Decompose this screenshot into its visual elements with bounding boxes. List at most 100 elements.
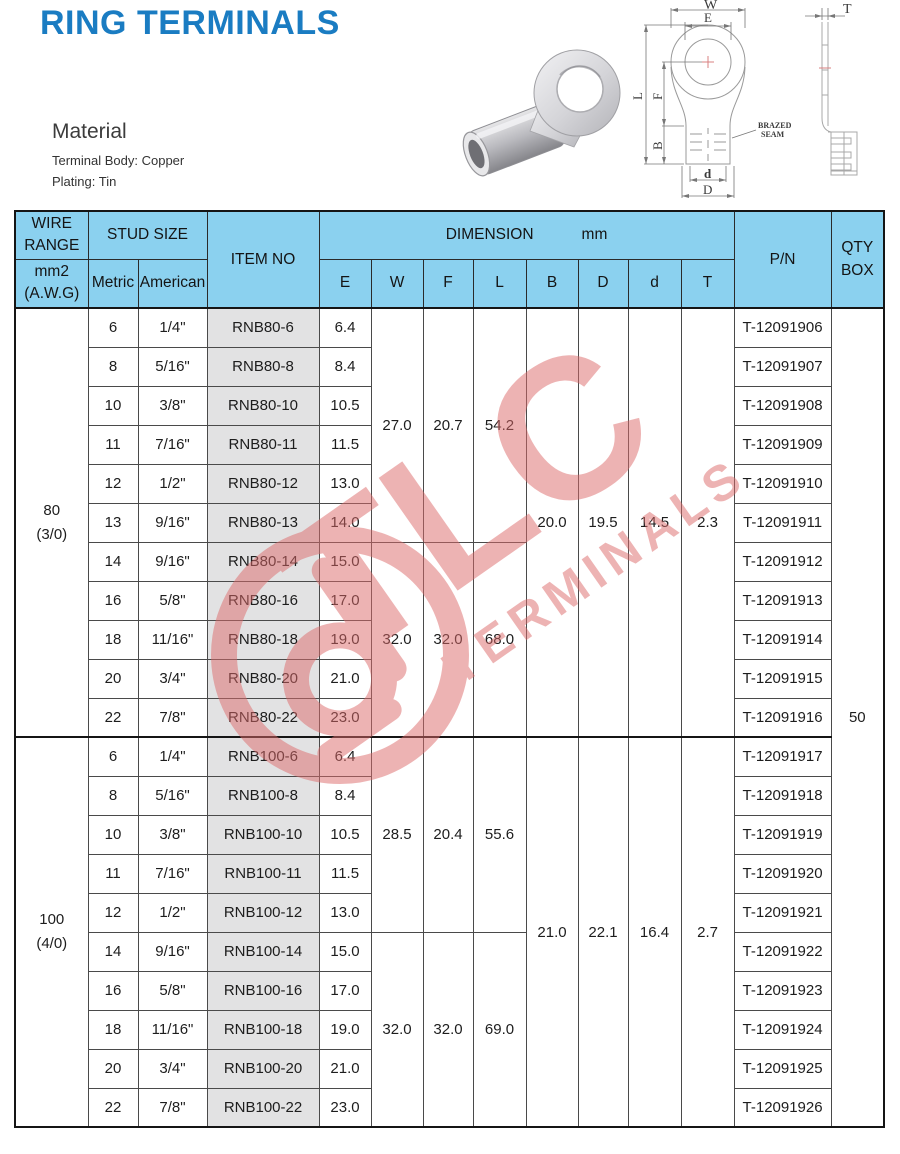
metric-cell: 6 [87, 307, 139, 348]
pn-cell: T-12091926 [733, 1087, 832, 1128]
american-cell: 5/8" [137, 970, 208, 1011]
header-item-no: ITEM NO [206, 210, 320, 309]
dim-e-cell: 17.0 [318, 580, 372, 621]
dim-e-cell: 21.0 [318, 1048, 372, 1089]
pn-cell: T-12091911 [733, 502, 832, 543]
american-cell: 7/8" [137, 1087, 208, 1128]
metric-cell: 12 [87, 463, 139, 504]
item-no-cell: RNB80-11 [206, 424, 320, 465]
spec-table: WIRE RANGE STUD SIZE ITEM NO DIMENSION m… [14, 210, 886, 1128]
item-no-cell: RNB100-14 [206, 931, 320, 972]
metric-cell: 16 [87, 580, 139, 621]
metric-cell: 10 [87, 385, 139, 426]
material-line-body: Terminal Body: Copper [52, 153, 185, 168]
item-no-cell: RNB100-20 [206, 1048, 320, 1089]
wire-range-cell: 100 (4/0) [14, 736, 89, 1128]
dim-e-cell: 23.0 [318, 1087, 372, 1128]
pn-cell: T-12091923 [733, 970, 832, 1011]
material-heading: Material [52, 120, 127, 143]
dim-t-cell: 2.3 [680, 307, 735, 738]
american-cell: 1/2" [137, 892, 208, 933]
header-dimension-label: DIMENSION [445, 226, 534, 244]
metric-cell: 22 [87, 1087, 139, 1128]
item-no-cell: RNB80-6 [206, 307, 320, 348]
american-cell: 1/4" [137, 736, 208, 777]
pn-cell: T-12091907 [733, 346, 832, 387]
front-view-drawing: W E L F B d D BRAZED SEAM [630, 0, 792, 198]
header-dim-b: B [525, 258, 579, 309]
american-cell: 9/16" [137, 541, 208, 582]
dim-label-d-big: D [703, 182, 712, 197]
dim-e-cell: 14.0 [318, 502, 372, 543]
table-row: 8 5/16" RNB80-8 8.4 T-12091907 [15, 346, 884, 387]
table-row: 8 5/16" RNB100-8 8.4 T-12091918 [15, 775, 884, 816]
terminal-photo-shape [462, 49, 621, 177]
pn-cell: T-12091909 [733, 424, 832, 465]
table-row: 16 5/8" RNB100-16 17.0 T-12091923 [15, 970, 884, 1011]
dim-e-cell: 15.0 [318, 931, 372, 972]
item-no-cell: RNB80-14 [206, 541, 320, 582]
pn-cell: T-12091906 [733, 307, 832, 348]
dim-w-cell: 32.0 [370, 931, 424, 1128]
header-wire-range-sub: mm2 (A.W.G) [14, 258, 89, 309]
header-qty-box: QTY BOX [830, 210, 885, 309]
dim-f-cell: 32.0 [422, 931, 474, 1128]
item-no-cell: RNB100-22 [206, 1087, 320, 1128]
dim-e-cell: 21.0 [318, 658, 372, 699]
item-no-cell: RNB100-18 [206, 1009, 320, 1050]
dim-label-t: T [843, 2, 852, 17]
metric-cell: 13 [87, 502, 139, 543]
table-header: WIRE RANGE STUD SIZE ITEM NO DIMENSION m… [14, 210, 885, 309]
table-row: 100 (4/0) 6 1/4" RNB100-6 6.4 28.5 20.4 55.6 21.… [14, 736, 884, 1128]
dim-l-cell: 54.2 [472, 307, 527, 543]
header-stud-size: STUD SIZE [87, 210, 208, 260]
pn-cell: T-12091922 [733, 931, 832, 972]
table-row: 18 11/16" RNB100-18 19.0 T-12091924 [15, 1009, 884, 1050]
dim-label-d-small: d [704, 166, 712, 181]
dim-w-cell: 28.5 [370, 736, 424, 933]
pn-cell: T-12091914 [733, 619, 832, 660]
metric-cell: 14 [87, 931, 139, 972]
pn-cell: T-12091921 [733, 892, 832, 933]
header-wire-range: WIRE RANGE [14, 210, 89, 260]
dim-l-cell: 55.6 [472, 736, 527, 933]
header-dim-e: E [318, 258, 372, 309]
wire-range-cell: 80 (3/0) [14, 307, 89, 738]
american-cell: 1/2" [137, 463, 208, 504]
dim-e-cell: 15.0 [318, 541, 372, 582]
metric-cell: 18 [87, 1009, 139, 1050]
american-cell: 3/8" [137, 814, 208, 855]
metric-cell: 20 [87, 1048, 139, 1089]
american-cell: 5/8" [137, 580, 208, 621]
dim-d-cell: 16.4 [627, 736, 682, 1128]
dim-e-cell: 10.5 [318, 385, 372, 426]
table-row: 80 (3/0) 6 1/4" RNB80-6 6.4 27.0 20.7 54.2 20.0 1… [14, 307, 885, 1128]
pn-cell: T-12091919 [733, 814, 832, 855]
pn-cell: T-12091912 [733, 541, 832, 582]
dim-e-cell: 11.5 [318, 424, 372, 465]
header-dimension: DIMENSION mm [318, 210, 735, 260]
metric-cell: 8 [87, 775, 139, 816]
dim-b-cell: 20.0 [525, 307, 579, 738]
page-title: RING TERMINALS [40, 4, 340, 42]
metric-cell: 11 [87, 853, 139, 894]
header-dimension-unit: mm [581, 226, 608, 244]
dim-e-cell: 23.0 [318, 697, 372, 738]
item-no-cell: RNB80-18 [206, 619, 320, 660]
american-cell: 3/4" [137, 658, 208, 699]
brazed-seam-label-2: SEAM [761, 130, 785, 139]
side-view-drawing: T [805, 2, 858, 176]
table-row: 22 7/8" RNB100-22 23.0 T-12091926 [15, 1087, 884, 1128]
metric-cell: 18 [87, 619, 139, 660]
item-no-cell: RNB80-10 [206, 385, 320, 426]
dim-e-cell: 13.0 [318, 463, 372, 504]
dim-e-cell: 8.4 [318, 346, 372, 387]
item-no-cell: RNB80-20 [206, 658, 320, 699]
american-cell: 11/16" [137, 1009, 208, 1050]
table-row: 10 3/8" RNB80-10 10.5 T-12091908 [15, 385, 884, 426]
item-no-cell: RNB80-16 [206, 580, 320, 621]
header-metric: Metric [87, 258, 139, 309]
dim-e-cell: 13.0 [318, 892, 372, 933]
dim-e-cell: 8.4 [318, 775, 372, 816]
dim-label-e: E [704, 10, 712, 25]
